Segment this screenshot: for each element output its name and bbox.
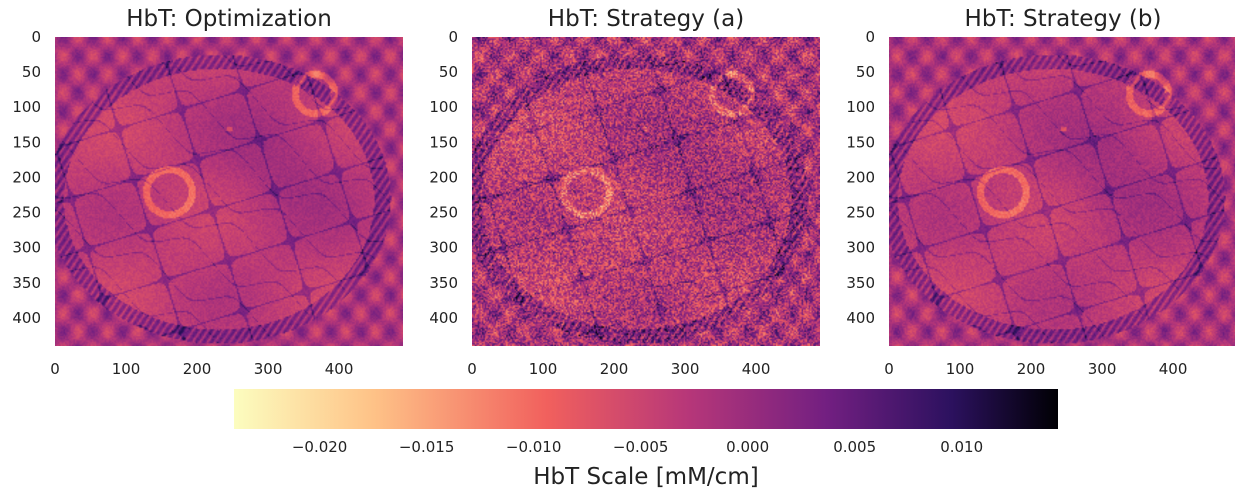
x-tick-label: 0 <box>467 360 477 378</box>
y-tick-label: 350 <box>12 274 41 292</box>
y-tick-label: 250 <box>429 204 458 222</box>
y-axis-ticks: 0 50 100 150 200 250 300 350 400 <box>846 28 875 327</box>
x-tick-label: 100 <box>529 360 558 378</box>
y-tick-label: 50 <box>439 63 458 81</box>
panel-title: HbT: Strategy (a) <box>548 6 744 32</box>
y-axis-ticks: 0 50 100 150 200 250 300 350 400 <box>429 28 458 327</box>
colorbar: −0.020 −0.015 −0.010 −0.005 0.000 0.005 0.010 … <box>234 389 1058 490</box>
colorbar-tick-label: −0.020 <box>292 438 348 456</box>
y-tick-label: 150 <box>846 133 875 151</box>
colorbar-tick-label: 0.000 <box>726 438 769 456</box>
x-tick-label: 0 <box>50 360 60 378</box>
y-tick-label: 100 <box>429 98 458 116</box>
x-tick-label: 0 <box>884 360 894 378</box>
y-tick-label: 0 <box>865 28 875 46</box>
y-tick-label: 100 <box>12 98 41 116</box>
y-tick-label: 350 <box>429 274 458 292</box>
y-tick-label: 300 <box>846 239 875 257</box>
x-axis-ticks: 0 100 200 300 400 <box>884 360 1187 378</box>
x-tick-label: 200 <box>600 360 629 378</box>
x-tick-label: 400 <box>742 360 771 378</box>
y-tick-label: 200 <box>12 168 41 186</box>
x-tick-label: 200 <box>183 360 212 378</box>
colorbar-tick-label: −0.010 <box>506 438 562 456</box>
x-tick-label: 300 <box>254 360 283 378</box>
heatmap-image <box>472 37 820 346</box>
x-tick-label: 100 <box>112 360 141 378</box>
x-tick-label: 100 <box>946 360 975 378</box>
y-tick-label: 200 <box>846 168 875 186</box>
y-tick-label: 300 <box>429 239 458 257</box>
heatmap-image <box>55 37 403 346</box>
x-axis-ticks: 0 100 200 300 400 <box>467 360 770 378</box>
x-tick-label: 200 <box>1017 360 1046 378</box>
y-tick-label: 300 <box>12 239 41 257</box>
colorbar-tick-label: −0.005 <box>613 438 669 456</box>
y-tick-label: 100 <box>846 98 875 116</box>
y-tick-label: 350 <box>846 274 875 292</box>
heatmap-image <box>889 37 1235 346</box>
panel-strategy-b: HbT: Strategy (b) 0 50 100 150 200 250 300 350 4… <box>846 6 1235 378</box>
x-tick-label: 400 <box>325 360 354 378</box>
x-tick-label: 400 <box>1159 360 1188 378</box>
colorbar-label: HbT Scale [mM/cm] <box>533 464 758 490</box>
y-tick-label: 250 <box>846 204 875 222</box>
y-tick-label: 0 <box>31 28 41 46</box>
y-tick-label: 150 <box>12 133 41 151</box>
panel-title: HbT: Optimization <box>126 6 332 32</box>
colorbar-tick-label: 0.010 <box>940 438 983 456</box>
y-axis-ticks: 0 50 100 150 200 250 300 350 400 <box>12 28 41 327</box>
y-tick-label: 400 <box>429 309 458 327</box>
x-tick-label: 300 <box>671 360 700 378</box>
panel-strategy-a: HbT: Strategy (a) 0 50 100 150 200 250 300 350 4… <box>429 6 820 378</box>
x-tick-label: 300 <box>1088 360 1117 378</box>
colorbar-gradient <box>234 389 1058 429</box>
x-axis-ticks: 0 100 200 300 400 <box>50 360 353 378</box>
colorbar-tick-label: −0.015 <box>399 438 455 456</box>
y-tick-label: 400 <box>12 309 41 327</box>
y-tick-label: 200 <box>429 168 458 186</box>
panel-optimization: HbT: Optimization 0 50 100 150 200 250 300 350 4… <box>12 6 403 378</box>
colorbar-tick-label: 0.005 <box>833 438 876 456</box>
y-tick-label: 50 <box>22 63 41 81</box>
y-tick-label: 400 <box>846 309 875 327</box>
y-tick-label: 150 <box>429 133 458 151</box>
panel-title: HbT: Strategy (b) <box>965 6 1162 32</box>
y-tick-label: 250 <box>12 204 41 222</box>
y-tick-label: 0 <box>448 28 458 46</box>
y-tick-label: 50 <box>856 63 875 81</box>
colorbar-ticks: −0.020 −0.015 −0.010 −0.005 0.000 0.005 0.010 <box>292 438 983 456</box>
